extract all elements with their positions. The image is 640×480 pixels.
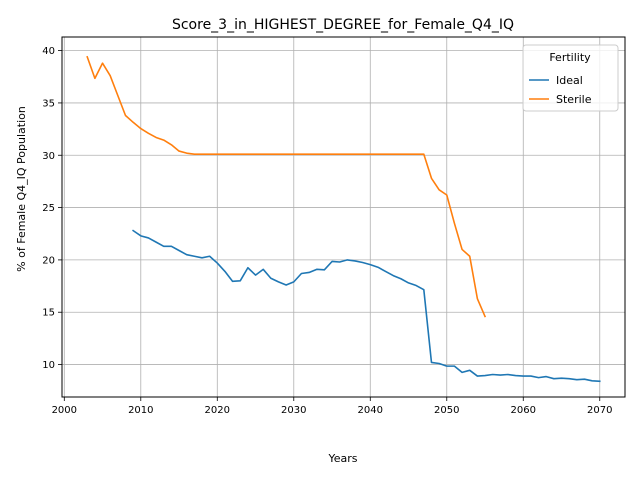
- y-tick-label: 20: [42, 255, 55, 266]
- x-tick-label: 2030: [281, 405, 306, 416]
- x-axis: 2000 2010 2020 2030 2040 2050 2060 2070: [52, 397, 612, 416]
- y-tick-label: 30: [42, 151, 55, 162]
- y-tick-label: 15: [42, 308, 55, 319]
- legend-label-sterile: Sterile: [556, 93, 592, 106]
- y-tick-label: 40: [42, 46, 55, 57]
- x-tick-label: 2010: [128, 405, 153, 416]
- y-tick-label: 10: [42, 360, 55, 371]
- x-tick-label: 2070: [587, 405, 612, 416]
- series-line-sterile: [86, 55, 487, 318]
- y-tick-label: 25: [42, 203, 55, 214]
- legend-label-ideal: Ideal: [556, 74, 583, 87]
- series-lines: [86, 55, 601, 383]
- x-tick-label: 2050: [434, 405, 459, 416]
- y-axis: 10 15 20 25 30 35 40: [42, 46, 62, 371]
- legend: Fertility Ideal Sterile: [522, 44, 619, 112]
- plot-frame: [61, 36, 626, 398]
- series-line-ideal: [132, 229, 601, 383]
- x-tick-label: 2060: [511, 405, 536, 416]
- chart-title: Score_3_in_HIGHEST_DEGREE_for_Female_Q4_…: [172, 17, 514, 33]
- x-tick-label: 2040: [358, 405, 383, 416]
- y-tick-label: 35: [42, 98, 55, 109]
- x-tick-label: 2020: [205, 405, 230, 416]
- y-axis-label: % of Female Q4_IQ Population: [15, 106, 28, 272]
- legend-title: Fertility: [549, 51, 591, 64]
- x-tick-label: 2000: [52, 405, 77, 416]
- legend-box: [522, 44, 619, 112]
- x-axis-label: Years: [327, 452, 357, 465]
